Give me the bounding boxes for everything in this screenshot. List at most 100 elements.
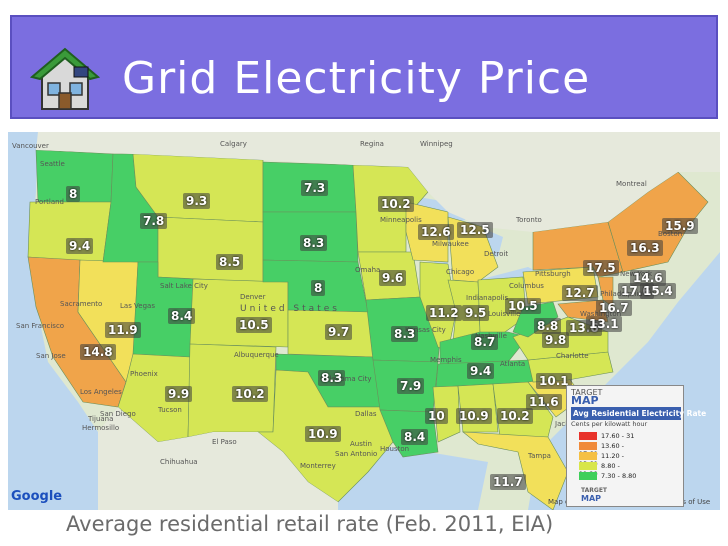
rate-label-nc: 10.1 (536, 373, 572, 389)
city-label: Seattle (40, 160, 65, 168)
city-label: Louisville (488, 310, 521, 318)
city-label: Montreal (616, 180, 647, 188)
city-label: Boston (658, 230, 683, 238)
legend-title: Avg Residential Electricity Rate (571, 407, 707, 420)
city-label: Phoenix (130, 370, 158, 378)
legend: TARGET MAP Avg Residential Electricity R… (566, 385, 707, 507)
canada (36, 132, 720, 232)
city-label: Kansas City (405, 326, 446, 334)
city-label: Las Vegas (120, 302, 155, 310)
rate-label-wi: 12.6 (418, 224, 454, 240)
rate-label-sd: 8.3 (300, 235, 328, 251)
city-label: San Jose (36, 352, 66, 360)
rate-label-il: 11.2 (426, 305, 462, 321)
rate-label-fl: 11.7 (490, 474, 526, 490)
rate-label-de: 13.1 (586, 316, 622, 332)
rate-label-mi: 12.5 (457, 222, 493, 238)
country-label: United States (240, 304, 340, 314)
rate-label-mn: 10.2 (378, 196, 414, 212)
rate-label-ms: 10 (425, 408, 448, 424)
rate-label-la: 8.4 (401, 429, 429, 445)
rate-label-ar: 7.9 (397, 378, 425, 394)
rate-label-ny: 17.5 (583, 260, 619, 276)
rate-label-co: 10.5 (236, 317, 272, 333)
city-label: Portland (35, 198, 64, 206)
city-label: Regina (360, 140, 384, 148)
state-oh (477, 276, 527, 338)
city-label: Denver (240, 293, 266, 301)
rate-label-al: 10.9 (456, 408, 492, 424)
rate-label-ne: 8 (311, 280, 326, 296)
city-label: Hermosillo (82, 424, 120, 432)
city-label: Chicago (446, 268, 475, 276)
city-label: Toronto (516, 216, 542, 224)
state-wy (157, 216, 264, 283)
legend-range: 17.60 - 31 (601, 432, 635, 440)
targetmap-logo: TARGET MAP (571, 388, 603, 407)
rate-label-ri: 15.4 (640, 283, 676, 299)
city-label: El Paso (212, 438, 237, 446)
city-label: Oklahoma City (320, 375, 372, 383)
legend-swatch (579, 472, 597, 480)
city-label: Memphis (430, 356, 462, 364)
rate-label-ia: 9.6 (379, 270, 407, 286)
city-label: Pittsburgh (535, 270, 571, 278)
legend-swatch (579, 442, 597, 450)
legend-swatch (579, 432, 597, 440)
title-bar: Grid Electricity Price (10, 15, 718, 119)
city-label: Omaha (355, 266, 381, 274)
rate-label-nh: 16.3 (627, 240, 663, 256)
rate-label-in: 9.5 (462, 305, 490, 321)
city-label: Los Angeles (80, 388, 122, 396)
rate-label-mo: 8.3 (391, 326, 419, 342)
city-label: Minneapolis (380, 216, 422, 224)
legend-row: 8.80 - 11.20 (579, 462, 639, 478)
city-label: Tucson (158, 406, 182, 414)
city-label: San Francisco (16, 322, 65, 330)
rate-label-nm: 10.2 (232, 386, 268, 402)
legend-swatch (579, 462, 597, 470)
legend-row: 13.60 - 17.60 (579, 442, 639, 458)
legend-swatch (579, 452, 597, 460)
city-label: Detroit (484, 250, 509, 258)
rate-label-sc: 11.6 (526, 394, 562, 410)
city-label: Columbus (509, 282, 544, 290)
rate-label-or: 9.4 (66, 238, 94, 254)
rate-label-va: 9.8 (542, 332, 570, 348)
city-label: San Antonio (335, 450, 378, 458)
targetmap-bottom-logo[interactable]: TARGET MAP (581, 487, 608, 503)
page-title: Grid Electricity Price (122, 53, 591, 104)
rate-label-ca: 14.8 (80, 344, 116, 360)
legend-row: 7.30 - 8.80 (579, 472, 639, 480)
city-label: Vancouver (12, 142, 49, 150)
rate-label-me: 15.9 (662, 218, 698, 234)
city-label: Houston (380, 445, 410, 453)
city-label: Calgary (220, 140, 247, 148)
rate-label-ma: 14.6 (630, 270, 666, 286)
rate-label-tn: 9.4 (467, 363, 495, 379)
city-label: Indianapolis (466, 294, 509, 302)
rate-label-wv: 8.8 (534, 318, 562, 334)
legend-unit: Cents per kilowatt hour (571, 420, 648, 428)
rate-label-wy: 8.5 (216, 254, 244, 270)
rate-label-tx: 10.9 (305, 426, 341, 442)
rate-label-nd: 7.3 (301, 180, 329, 196)
rate-label-ga: 10.2 (497, 408, 533, 424)
rate-label-ky: 8.7 (471, 334, 499, 350)
state-fl (462, 431, 569, 510)
city-label: Charlotte (556, 352, 589, 360)
google-logo[interactable]: Google (11, 489, 63, 504)
mexico (98, 407, 338, 510)
rate-label-pa: 12.7 (562, 285, 598, 301)
city-label: Albuquerque (234, 351, 279, 359)
rate-label-ks: 9.7 (325, 324, 353, 340)
city-label: Sacramento (60, 300, 103, 308)
city-label: Tampa (528, 452, 551, 460)
legend-row: 17.60 - 31 (579, 432, 639, 440)
city-label: Chihuahua (160, 458, 198, 466)
house-icon (29, 45, 101, 115)
rate-label-ut: 8.4 (168, 308, 196, 324)
city-label: Atlanta (500, 360, 526, 368)
city-label: Salt Lake City (160, 282, 208, 290)
city-label: San Diego (100, 410, 136, 418)
